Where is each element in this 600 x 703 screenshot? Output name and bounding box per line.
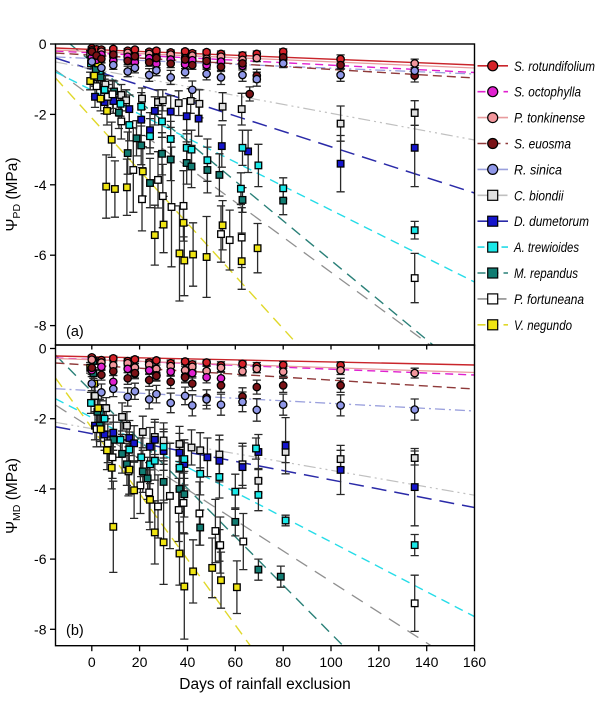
- svg-text:140: 140: [415, 654, 439, 670]
- svg-text:-6: -6: [34, 247, 47, 263]
- svg-text:-8: -8: [34, 621, 47, 637]
- svg-text:0: 0: [88, 654, 96, 670]
- svg-text:60: 60: [228, 654, 244, 670]
- svg-text:S. rotundifolium: S. rotundifolium: [514, 59, 595, 75]
- svg-text:R. sinica: R. sinica: [514, 162, 562, 178]
- svg-text:-6: -6: [34, 551, 47, 567]
- svg-text:S. euosma: S. euosma: [514, 137, 571, 153]
- svg-text:Days of rainfall exclusion: Days of rainfall exclusion: [179, 676, 350, 693]
- svg-text:(a): (a): [66, 324, 84, 340]
- svg-text:S. octophylla: S. octophylla: [514, 85, 581, 101]
- svg-text:ΨMD (MPa): ΨMD (MPa): [4, 458, 23, 534]
- svg-text:C. biondii: C. biondii: [514, 188, 564, 204]
- svg-text:0: 0: [39, 36, 47, 52]
- svg-text:-2: -2: [34, 106, 47, 122]
- svg-text:-2: -2: [34, 411, 47, 427]
- svg-text:80: 80: [275, 654, 291, 670]
- svg-text:V. negundo: V. negundo: [514, 318, 572, 334]
- svg-text:M. repandus: M. repandus: [514, 266, 578, 282]
- svg-text:100: 100: [319, 654, 343, 670]
- svg-text:D. dumetorum: D. dumetorum: [514, 214, 589, 230]
- svg-text:A. trewioides: A. trewioides: [513, 240, 579, 256]
- svg-text:ΨPD (MPa): ΨPD (MPa): [4, 157, 23, 231]
- svg-text:40: 40: [180, 654, 196, 670]
- svg-text:120: 120: [367, 654, 391, 670]
- svg-text:-8: -8: [34, 318, 47, 334]
- svg-text:P. tonkinense: P. tonkinense: [514, 111, 585, 127]
- svg-text:20: 20: [132, 654, 148, 670]
- svg-text:-4: -4: [34, 177, 47, 193]
- svg-text:0: 0: [39, 341, 47, 357]
- svg-text:(b): (b): [66, 623, 84, 639]
- svg-text:-4: -4: [34, 481, 47, 497]
- svg-text:P. fortuneana: P. fortuneana: [514, 292, 584, 308]
- svg-text:160: 160: [463, 654, 487, 670]
